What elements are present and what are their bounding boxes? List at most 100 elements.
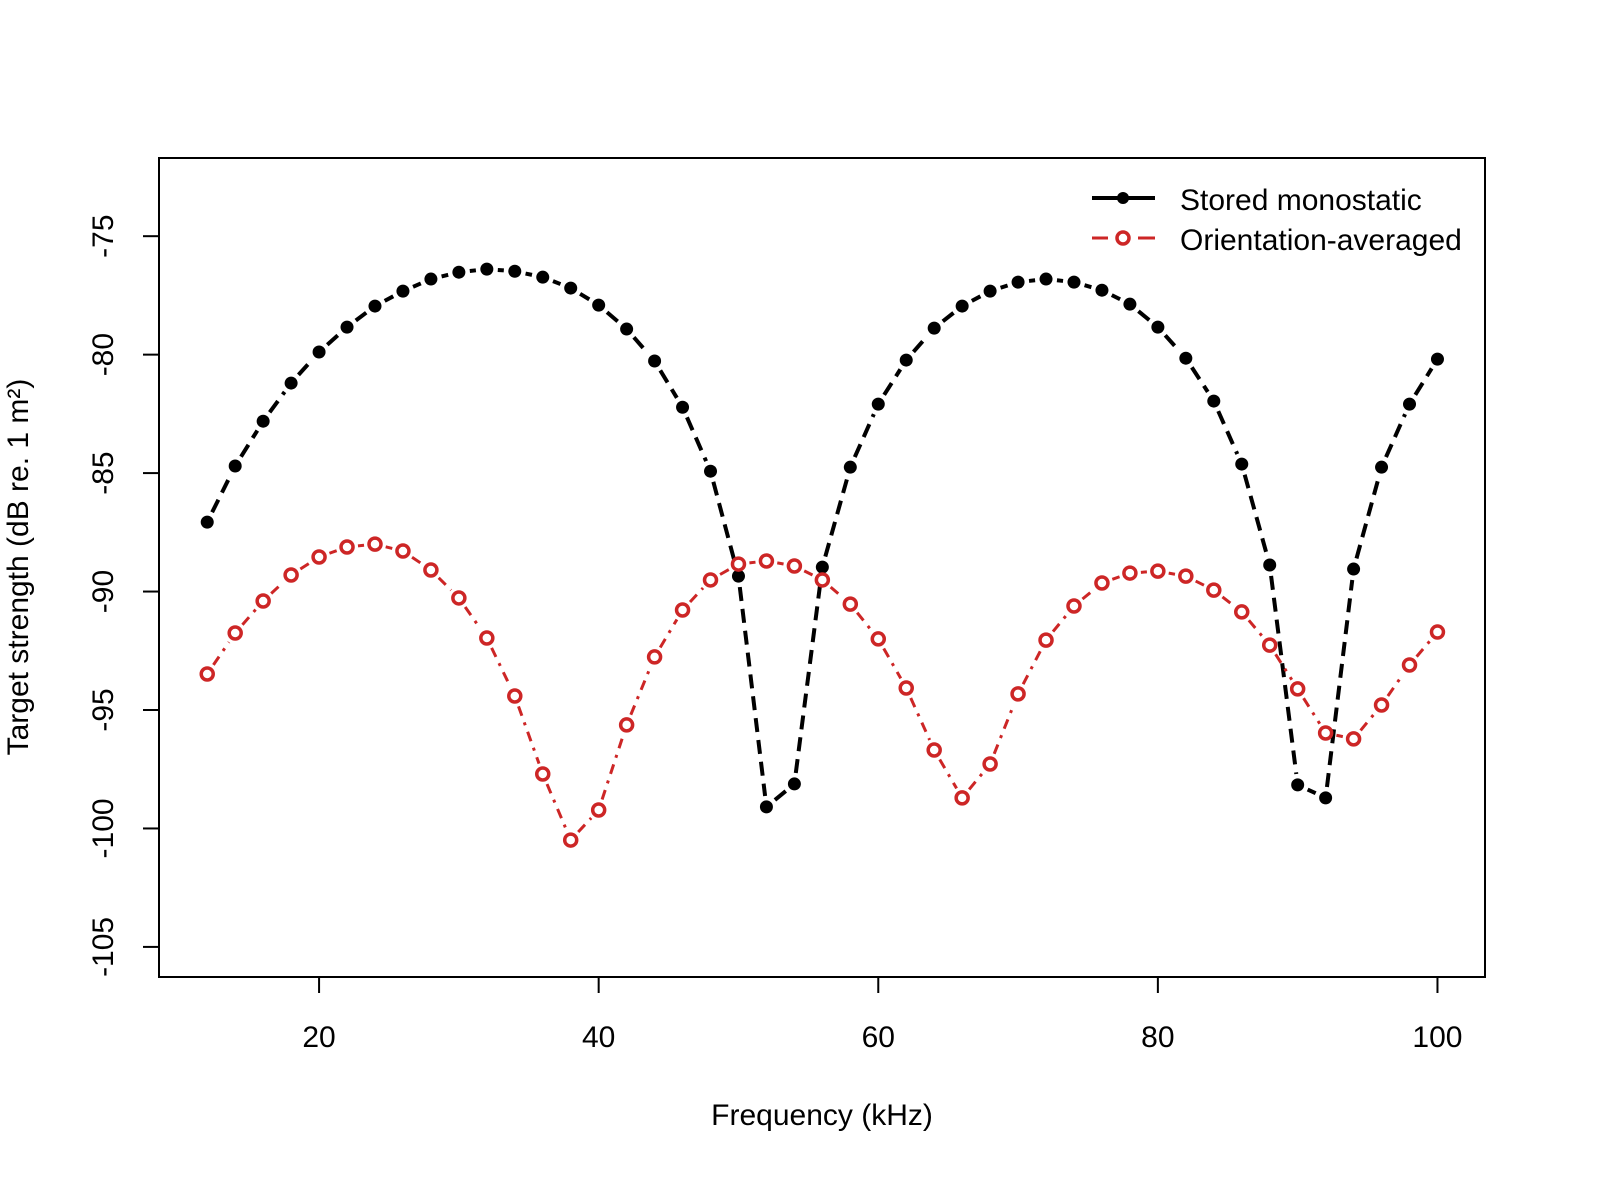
data-point [1319,791,1333,805]
data-point [787,777,801,791]
series-segment [463,606,482,630]
series-segment [1194,579,1205,587]
data-point [1095,283,1109,297]
data-point [926,742,942,758]
data-point [1373,697,1390,713]
series-stored-monostatic [200,262,1444,814]
series-segment [941,311,955,323]
series-segment [437,576,453,592]
series-segment [1110,293,1121,302]
series-segment [711,481,738,567]
data-point [618,717,635,733]
data-point [1289,681,1306,697]
series-segment [1269,575,1299,775]
data-point [786,558,803,574]
data-point [674,602,691,618]
data-point [1038,632,1054,648]
data-point [255,593,271,609]
legend-marker-averaged [1115,230,1131,246]
data-point [1207,394,1221,408]
data-point [1178,568,1194,584]
series-segment [270,581,285,595]
series-segment [1274,653,1294,681]
data-point [590,802,607,818]
series-segment [829,585,843,599]
series-segment [525,271,533,277]
data-point [562,832,579,848]
series-segment [632,336,649,355]
legend-marker-stored [1117,192,1129,204]
series-segment [328,549,338,555]
data-point [1235,457,1249,471]
x-tick-label: 20 [302,1021,335,1054]
data-point [1347,562,1361,576]
series-segment [909,697,932,741]
data-point [1067,275,1081,289]
data-point [199,666,215,682]
series-segment [1324,579,1355,788]
data-point [702,572,719,588]
series-segment [296,358,314,377]
series-segment [1242,474,1269,555]
data-point [508,264,522,278]
series-segment [212,641,231,666]
data-point [536,270,550,284]
series-segment [605,310,620,324]
series-segment [441,272,449,279]
series-segment [579,292,591,302]
plot-frame [158,157,1486,978]
data-point [982,756,998,772]
data-point [535,766,551,782]
y-tick-label: -95 [87,688,120,731]
series-segment [1028,278,1036,283]
series-segment [1302,697,1322,725]
data-point [1317,725,1334,741]
series-segment [749,560,756,565]
series-segment [1084,283,1092,290]
data-point [1233,604,1250,620]
series-segment [1306,787,1317,796]
data-point [283,567,299,583]
series-segment [1190,366,1210,393]
data-point [1291,778,1305,792]
y-tick-label: -85 [87,451,120,494]
series-segment [577,817,593,834]
series-segment [241,608,258,626]
data-point [731,569,745,583]
data-point [620,322,634,336]
series-segment [600,734,625,800]
data-point [842,596,859,612]
data-point [646,649,663,665]
legend-label-stored: Stored monostatic [1180,184,1422,217]
data-point [1345,731,1362,747]
data-point [311,549,327,565]
series-segment [999,283,1009,290]
series-segment [490,647,512,687]
data-point [843,460,857,474]
x-axis-title: Frequency (kHz) [711,1099,933,1132]
series-segment [299,561,311,571]
data-point [1263,558,1277,572]
series-segment [552,279,562,286]
series-segment [967,771,985,791]
data-point [1011,275,1025,289]
y-axis-title: Target strength (dB re. 1 m²) [2,379,35,756]
data-point [1094,575,1110,591]
data-point [648,354,662,368]
series-segment [1413,367,1434,396]
series-segment [210,474,233,514]
data-point [228,459,242,473]
y-tick-label: -100 [87,798,120,858]
series-segment [385,545,393,550]
series-segment [517,705,541,765]
series-segment [1415,639,1432,658]
series-segment [325,332,341,347]
data-point [1401,657,1418,673]
series-segment [268,390,287,414]
data-point [1179,351,1193,365]
series-segment [1137,309,1151,322]
series-segment [803,569,814,577]
data-point [564,281,578,295]
series-segment [1336,733,1344,739]
